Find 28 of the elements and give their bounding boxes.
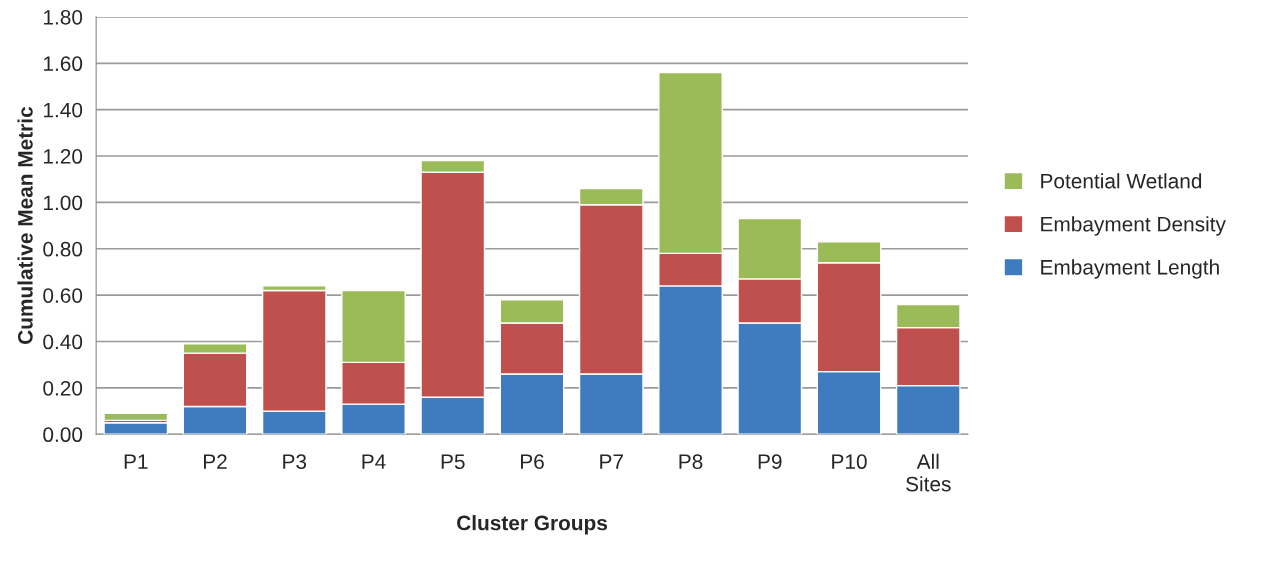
- x-tick-label: P8: [679, 454, 703, 470]
- y-tick-label: 1.60: [44, 56, 83, 72]
- x-tick-label: P7: [600, 454, 623, 469]
- x-tick-label: P4: [362, 454, 386, 469]
- bar: [103, 412, 169, 422]
- legend-label: Embayment Length: [1041, 259, 1219, 279]
- legend-label: Embayment Density: [1041, 216, 1226, 236]
- x-axis-title: Cluster Groups: [457, 515, 607, 535]
- x-tick-label: P9: [758, 454, 782, 470]
- bar: [103, 421, 169, 435]
- y-tick-label: 0.20: [43, 380, 83, 396]
- y-tick-label: 1.40: [44, 102, 83, 118]
- y-tick-label: 1.00: [44, 195, 83, 211]
- x-tick-label: P3: [283, 454, 307, 470]
- y-tick-label: 1.20: [44, 149, 83, 164]
- x-tick-label: All Sites: [906, 453, 951, 492]
- y-tick-label: 1.80: [44, 9, 83, 25]
- y-tick-label: 0.60: [43, 288, 83, 303]
- y-axis-title: Cumulative Mean Metric: [17, 106, 33, 344]
- y-tick-label: 0.40: [43, 334, 83, 350]
- x-tick-label: P2: [203, 454, 227, 469]
- y-tick-label: 0.80: [43, 241, 83, 257]
- x-tick-label: P5: [441, 454, 465, 470]
- x-tick-label: P1: [124, 454, 148, 469]
- x-tick-label: P10: [832, 454, 867, 470]
- y-tick-label: 0.00: [43, 427, 83, 443]
- legend-label: Potential Wetland: [1041, 173, 1202, 189]
- x-tick-label: P6: [521, 454, 544, 470]
